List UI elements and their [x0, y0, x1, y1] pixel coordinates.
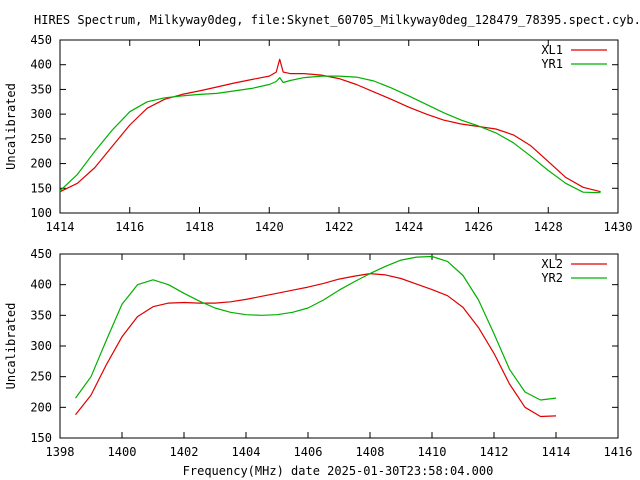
legend-label: XL2: [541, 257, 563, 271]
y-tick-label: 150: [30, 181, 52, 195]
series-line-xl1: [59, 58, 601, 193]
y-tick-label: 350: [30, 308, 52, 322]
y-tick-label: 400: [30, 58, 52, 72]
plot-frame: [59, 253, 619, 439]
x-tick-label: 1428: [534, 220, 563, 234]
series-line-yr1: [59, 75, 601, 194]
x-tick-label: 1414: [46, 220, 75, 234]
x-tick-label: 1402: [170, 445, 199, 459]
y-tick-label: 250: [30, 370, 52, 384]
x-axis-label: Frequency(MHz) date 2025-01-30T23:58:04.…: [183, 464, 494, 478]
y-tick-label: 300: [30, 107, 52, 121]
series-line-yr2: [75, 255, 557, 401]
legend-label: YR2: [541, 271, 563, 285]
chart-title: HIRES Spectrum, Milkyway0deg, file:Skyne…: [34, 13, 640, 27]
y-tick-label: 250: [30, 132, 52, 146]
y-tick-label: 450: [30, 247, 52, 261]
x-tick-label: 1422: [325, 220, 354, 234]
x-tick-label: 1416: [115, 220, 144, 234]
y-axis-label: Uncalibrated: [4, 83, 18, 170]
x-tick-label: 1420: [255, 220, 284, 234]
legend-label: YR1: [541, 57, 563, 71]
plot-frame: [59, 39, 619, 214]
y-tick-label: 300: [30, 339, 52, 353]
y-tick-label: 200: [30, 157, 52, 171]
x-tick-label: 1430: [604, 220, 633, 234]
y-axis-label: Uncalibrated: [4, 303, 18, 390]
x-tick-label: 1408: [356, 445, 385, 459]
top-panel: 1414 1416 1418 1420 1422 1424 1426 1428 1430 100 1…: [4, 33, 632, 234]
x-tick-label: 1404: [232, 445, 261, 459]
x-tick-label: 1418: [185, 220, 214, 234]
y-tick-label: 100: [30, 206, 52, 220]
bottom-panel: 1398 1400 1402 1404 1406 1408 1410 1412 1414 1416…: [4, 247, 632, 459]
x-tick-label: 1424: [394, 220, 423, 234]
x-tick-label: 1416: [604, 445, 633, 459]
y-tick-label: 450: [30, 33, 52, 47]
y-tick-label: 350: [30, 82, 52, 96]
x-tick-label: 1426: [464, 220, 493, 234]
x-tick-label: 1412: [480, 445, 509, 459]
y-tick-label: 150: [30, 431, 52, 445]
y-tick-label: 400: [30, 278, 52, 292]
x-tick-label: 1414: [542, 445, 571, 459]
x-tick-label: 1398: [46, 445, 75, 459]
series-line-xl2: [75, 273, 557, 418]
x-tick-label: 1410: [418, 445, 447, 459]
y-tick-label: 200: [30, 400, 52, 414]
x-tick-label: 1400: [108, 445, 137, 459]
x-tick-label: 1406: [294, 445, 323, 459]
legend-label: XL1: [541, 43, 563, 57]
